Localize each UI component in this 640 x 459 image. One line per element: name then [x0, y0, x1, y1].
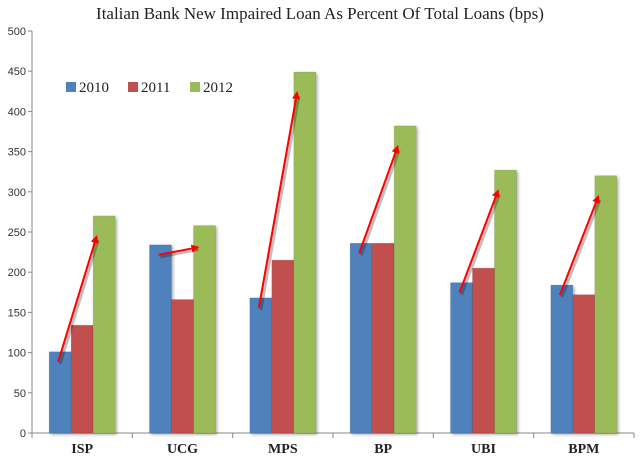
x-category-label: UBI — [471, 442, 496, 457]
y-tick-label: 450 — [8, 66, 26, 78]
x-category-label: ISP — [71, 442, 93, 457]
legend: 2010 2011 2012 — [66, 80, 233, 96]
bar-2011-UCG — [171, 299, 194, 434]
legend-label-2011: 2011 — [141, 80, 170, 96]
legend-label-2010: 2010 — [79, 80, 109, 96]
arrow-shadow — [58, 239, 100, 365]
trend-arrow-BPM — [558, 194, 600, 296]
legend-swatch-2011 — [128, 82, 138, 92]
bar-2010-UBI — [450, 282, 473, 434]
bars — [48, 71, 618, 434]
x-category-label: UCG — [167, 442, 198, 457]
arrow-shadow — [359, 149, 401, 256]
y-axis: 0 50 100 150 200 250 300 350 400 450 500 — [8, 26, 33, 440]
bar-2012-ISP — [92, 215, 116, 434]
x-axis: ISP UCG MPS BP UBI BPM — [31, 432, 635, 457]
arrow-shadow — [560, 199, 602, 298]
trend-arrow-ISP — [57, 235, 99, 363]
x-category-label: BP — [374, 442, 392, 457]
x-category-label: BPM — [568, 442, 599, 457]
bar-2011-MPS — [271, 259, 295, 434]
y-tick-label: 200 — [8, 267, 26, 279]
bar-2010-BP — [349, 243, 373, 434]
trend-arrows — [57, 91, 602, 365]
bar-2012-UBI — [494, 169, 517, 434]
bar-2011-BPM — [572, 294, 596, 434]
bar-2012-BP — [393, 125, 417, 434]
arrow-shadow — [259, 95, 301, 311]
bar-2011-UBI — [472, 267, 495, 434]
y-tick-label: 350 — [8, 147, 26, 159]
y-tick-label: 300 — [8, 187, 26, 199]
chart-title: Italian Bank New Impaired Loan As Percen… — [96, 4, 544, 23]
bar-2012-UCG — [193, 225, 216, 434]
trend-arrow-UBI — [458, 189, 500, 294]
y-tick-label: 150 — [8, 307, 26, 319]
y-tick-label: 400 — [8, 106, 26, 118]
bar-2010-BPM — [550, 284, 574, 434]
x-category-label: MPS — [268, 442, 298, 457]
trend-arrow-BP — [358, 145, 400, 254]
bar-2011-ISP — [70, 325, 94, 434]
legend-label-2012: 2012 — [203, 80, 233, 96]
y-tick-label: 50 — [14, 388, 26, 400]
y-tick-label: 0 — [20, 428, 26, 440]
bar-2011-BP — [371, 243, 395, 434]
legend-swatch-2012 — [190, 82, 200, 92]
bar-2010-ISP — [48, 351, 72, 434]
bar-2010-MPS — [249, 297, 273, 434]
y-tick-label: 100 — [8, 348, 26, 360]
bar-2012-MPS — [293, 71, 317, 434]
bar-2012-BPM — [594, 175, 618, 434]
bar-2010-UCG — [149, 244, 172, 434]
y-tick-label: 250 — [8, 227, 26, 239]
arrow-shadow — [460, 193, 501, 296]
trend-arrow-UCG — [158, 244, 200, 256]
trend-arrow-MPS — [257, 91, 300, 309]
y-tick-label: 500 — [8, 26, 26, 38]
legend-swatch-2010 — [66, 82, 76, 92]
